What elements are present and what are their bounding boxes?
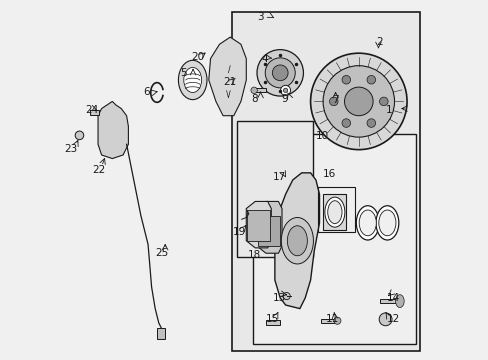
Ellipse shape: [272, 65, 287, 81]
Ellipse shape: [250, 87, 257, 94]
Ellipse shape: [395, 295, 404, 307]
Bar: [90, 111, 99, 115]
Text: 18: 18: [247, 250, 261, 260]
Bar: [317, 187, 354, 232]
Text: 21: 21: [223, 77, 236, 87]
Text: 6: 6: [142, 87, 149, 98]
Ellipse shape: [323, 66, 394, 137]
Ellipse shape: [75, 131, 83, 140]
Text: 19: 19: [232, 227, 245, 237]
Ellipse shape: [283, 88, 287, 93]
Text: 8: 8: [250, 94, 257, 104]
Text: 24: 24: [85, 105, 98, 115]
Ellipse shape: [341, 119, 350, 127]
Polygon shape: [98, 102, 128, 158]
Text: 11: 11: [325, 314, 338, 324]
Bar: [323, 194, 346, 230]
Bar: [254, 88, 265, 93]
Text: 7: 7: [332, 95, 338, 105]
Ellipse shape: [356, 206, 378, 240]
Ellipse shape: [333, 317, 340, 324]
Bar: [265, 320, 280, 325]
Polygon shape: [274, 173, 319, 309]
Ellipse shape: [329, 97, 337, 106]
Ellipse shape: [379, 97, 387, 106]
Ellipse shape: [178, 60, 206, 100]
Ellipse shape: [378, 313, 391, 326]
Text: 20: 20: [190, 52, 203, 62]
Ellipse shape: [375, 206, 398, 240]
Text: 25: 25: [155, 248, 168, 258]
Text: 13: 13: [272, 293, 285, 303]
Ellipse shape: [366, 76, 375, 84]
Ellipse shape: [327, 201, 341, 224]
Polygon shape: [246, 202, 271, 248]
Polygon shape: [208, 37, 246, 116]
Ellipse shape: [264, 58, 295, 88]
Bar: [236, 121, 313, 257]
Bar: [321, 319, 337, 323]
Bar: [247, 210, 269, 241]
Text: 4: 4: [261, 54, 267, 64]
Ellipse shape: [257, 50, 303, 96]
Text: 1: 1: [385, 105, 392, 115]
Ellipse shape: [344, 87, 372, 116]
Ellipse shape: [183, 67, 201, 93]
Ellipse shape: [310, 53, 406, 150]
Ellipse shape: [287, 226, 307, 256]
Text: 23: 23: [64, 144, 78, 154]
Text: 16: 16: [322, 168, 335, 179]
Text: 22: 22: [92, 165, 105, 175]
Bar: [231, 12, 419, 351]
Bar: [258, 216, 280, 246]
Text: 14: 14: [386, 293, 400, 303]
Text: 9: 9: [281, 94, 287, 104]
Text: 2: 2: [375, 37, 382, 48]
Ellipse shape: [378, 210, 395, 236]
Polygon shape: [257, 202, 282, 253]
Bar: [253, 134, 415, 344]
Ellipse shape: [358, 210, 376, 236]
Bar: [157, 328, 164, 339]
Text: 5: 5: [180, 68, 187, 78]
Ellipse shape: [366, 119, 375, 127]
Ellipse shape: [280, 85, 290, 95]
Ellipse shape: [341, 76, 350, 84]
Ellipse shape: [283, 293, 290, 300]
Text: 17: 17: [272, 172, 285, 182]
Text: 12: 12: [386, 314, 400, 324]
Text: 10: 10: [315, 131, 328, 141]
Text: 15: 15: [265, 314, 279, 324]
Text: 3: 3: [257, 13, 264, 22]
Ellipse shape: [324, 197, 344, 227]
Ellipse shape: [281, 217, 313, 264]
Bar: [380, 298, 399, 303]
